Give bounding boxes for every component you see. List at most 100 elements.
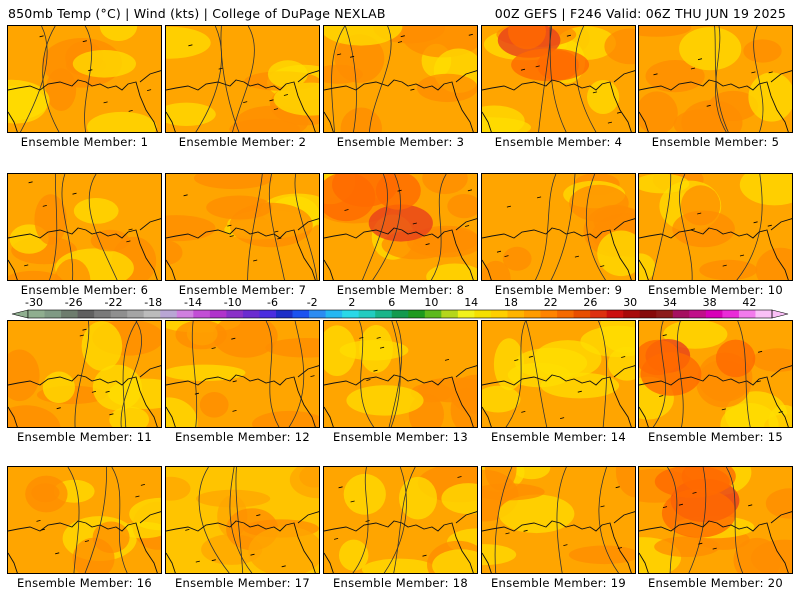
isotherm-contour [198,467,230,573]
wind-barb [126,240,131,243]
wind-barb [72,192,77,195]
colorbar-tick-label: -14 [184,296,202,309]
wind-barb [28,181,33,184]
colorbar-swatch [722,310,740,318]
wind-barb [514,359,519,361]
wind-barb [706,104,711,107]
wind-barb [397,41,403,43]
wind-barb [615,486,620,489]
member-label: Ensemble Member: 9 [494,283,623,297]
isotherm-contour [74,321,90,427]
wind-barb [337,53,342,56]
isotherm-contour [122,321,138,427]
member-label: Ensemble Member: 12 [174,430,310,444]
isotherm-contour [84,467,107,573]
isotherm-contour [556,467,567,573]
colorbar-swatch [292,310,310,318]
wind-barb [768,71,773,74]
colorbar-tick-label: -18 [144,296,162,309]
coastline [639,218,792,280]
member-label: Ensemble Member: 14 [490,430,626,444]
wind-barb [350,55,355,58]
wind-barb [82,328,87,331]
colorbar-min-arrow [11,309,29,319]
isotherm-contour [651,174,672,280]
coastline [8,218,161,280]
ensemble-map-panel [638,25,793,133]
member-label: Ensemble Member: 6 [20,283,149,297]
isotherm-contour [714,26,729,132]
temperature-map [324,26,477,132]
colorbar-swatch [408,310,426,318]
colorbar-swatch [77,310,95,318]
colorbar-swatch [358,310,376,318]
wind-barb [496,250,502,253]
coastline [8,365,161,427]
colorbar-swatch [176,310,194,318]
member-label: Ensemble Member: 20 [647,576,783,590]
colorbar-swatch [474,310,492,318]
wind-barb [692,492,697,494]
colorbar-swatch [226,310,244,318]
member-label: Ensemble Member: 15 [647,430,783,444]
isotherm-contour [505,321,526,427]
colorbar-swatch [61,310,78,318]
wind-barb [366,379,371,381]
isotherm-contour [688,467,707,573]
wind-barb [269,99,274,102]
colorbar-tick-label: -2 [307,296,318,309]
ensemble-map-panel [638,466,793,574]
member-label: Ensemble Member: 19 [490,576,626,590]
wind-barb [528,355,533,358]
wind-barb [560,417,565,419]
wind-barb [79,334,84,337]
wind-barb [281,565,286,568]
isotherm-contour [120,321,142,427]
ensemble-map-panel [7,466,162,574]
isotherm-contour [585,174,607,280]
coastline [324,218,477,280]
colorbar-swatch [490,310,508,318]
wind-barb [397,189,402,192]
ensemble-map-panel [481,173,636,281]
wind-barb [607,121,612,124]
colorbar-swatch [143,310,161,318]
wind-barb [128,110,133,112]
wind-barb [678,503,683,506]
coastline [166,365,319,427]
wind-barb [422,554,427,557]
isotherm-contour [390,321,401,427]
temperature-map [639,26,792,132]
isotherm-contour [361,174,388,280]
wind-barb [563,544,568,546]
wind-barb [444,359,450,361]
temperature-map [8,321,161,427]
wind-barb [380,346,385,349]
member-label: Ensemble Member: 16 [16,576,152,590]
wind-barb [592,91,597,94]
temperature-map [324,467,477,573]
wind-barb [506,205,511,208]
wind-barb [195,560,200,563]
wind-barb [756,380,761,383]
wind-barb [425,243,430,246]
colorbar-swatch [557,310,574,318]
coastline [482,511,635,573]
ensemble-map-panel [7,173,162,281]
coastline [166,511,319,573]
member-label: Ensemble Member: 1 [20,135,149,149]
wind-barb [697,58,703,61]
wind-barb [617,547,622,549]
member-label: Ensemble Member: 13 [332,430,468,444]
temperature-map [8,174,161,280]
colorbar-tick-label: -22 [105,296,123,309]
coastline [324,511,477,573]
wind-barb [277,237,282,240]
colorbar-tick-label: 6 [388,296,395,309]
colorbar-tick-label: 2 [348,296,355,309]
colorbar-swatch [524,310,541,318]
wind-barb [778,411,783,413]
wind-barb [520,68,526,71]
colorbar-swatch [573,310,591,318]
isotherm-contour [19,26,48,132]
